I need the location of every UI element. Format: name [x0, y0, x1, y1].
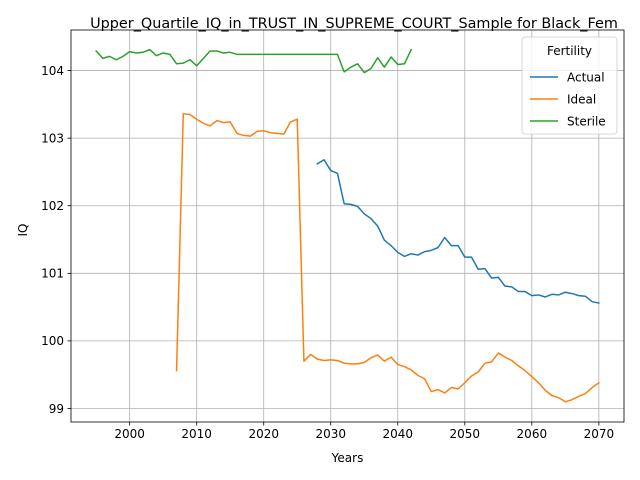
- y-axis-ticks: 99 100 101 102 103 104: [41, 64, 71, 416]
- y-tick-label: 104: [41, 64, 64, 78]
- x-tick-label: 2060: [517, 427, 548, 441]
- legend-entry-ideal: Ideal: [567, 92, 596, 106]
- series-line-actual: [316, 159, 600, 304]
- x-axis-label: Years: [331, 451, 364, 465]
- x-tick-label: 2020: [248, 427, 279, 441]
- legend: Fertility Actual Ideal Sterile: [521, 36, 618, 135]
- x-tick-label: 2010: [181, 427, 212, 441]
- y-tick-label: 102: [41, 199, 64, 213]
- series-lines: [95, 48, 600, 403]
- legend-title: Fertility: [547, 44, 592, 58]
- x-axis-ticks: 2000 2010 2020 2030 2040 2050 2060 2070: [114, 422, 614, 441]
- x-tick-label: 2030: [315, 427, 346, 441]
- legend-box: [521, 36, 618, 135]
- x-tick-label: 2050: [450, 427, 481, 441]
- series-line-ideal: [175, 113, 600, 403]
- y-tick-label: 99: [49, 402, 64, 416]
- y-tick-label: 101: [41, 267, 64, 281]
- x-tick-label: 2040: [382, 427, 413, 441]
- y-tick-label: 100: [41, 334, 64, 348]
- legend-entry-actual: Actual: [567, 70, 605, 84]
- y-tick-label: 103: [41, 131, 64, 145]
- legend-entry-sterile: Sterile: [567, 114, 606, 128]
- y-axis-label: IQ: [16, 224, 30, 237]
- chart-title: Upper_Quartile_IQ_in_TRUST_IN_SUPREME_CO…: [90, 16, 618, 32]
- series-line-sterile: [95, 48, 413, 74]
- plot-frame: [70, 29, 625, 423]
- x-tick-label: 2070: [584, 427, 615, 441]
- x-tick-label: 2000: [114, 427, 145, 441]
